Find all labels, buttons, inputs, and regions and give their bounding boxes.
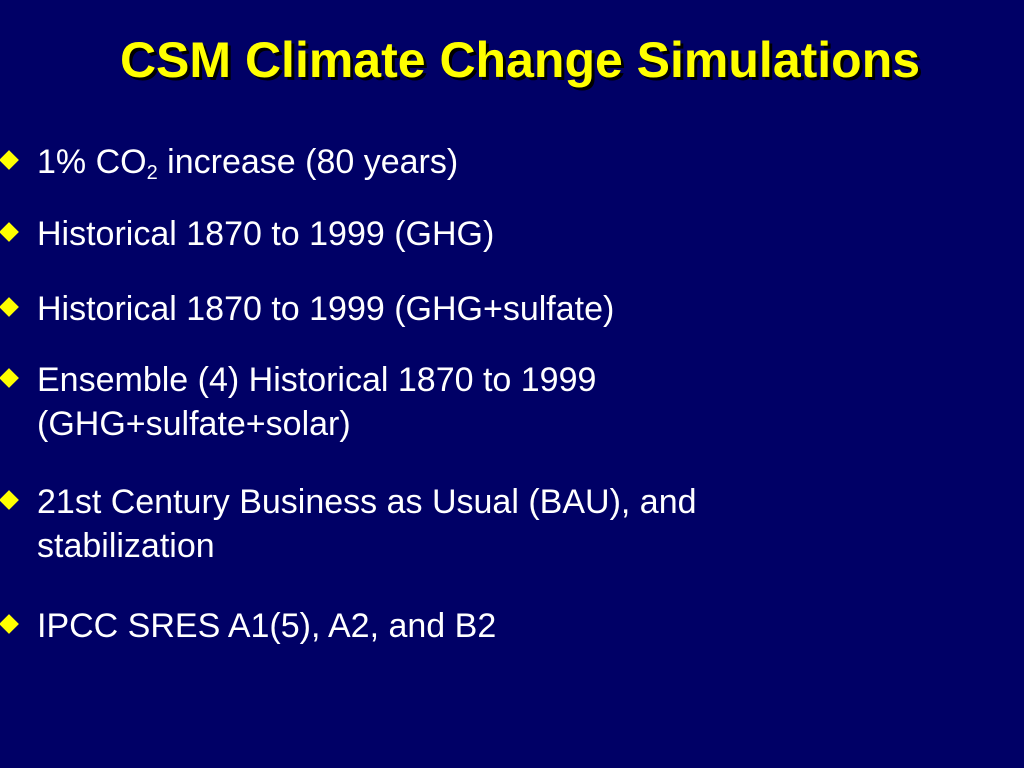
diamond-bullet-icon (0, 222, 19, 242)
diamond-bullet-icon (0, 150, 19, 170)
subscript: 2 (146, 162, 158, 184)
bullet-text-line: stabilization (37, 527, 215, 565)
bullet-text: 1% CO2 increase (80 years) (37, 143, 459, 184)
bullet-text: 21st Century Business as Usual (BAU), an… (37, 480, 857, 568)
slide-title: CSM Climate Change Simulations (119, 32, 921, 88)
diamond-bullet-icon (0, 614, 19, 634)
bullet-text: Historical 1870 to 1999 (GHG) (37, 215, 495, 253)
diamond-bullet-icon (0, 490, 19, 510)
bullet-text-line: (GHG+sulfate+solar) (37, 405, 351, 443)
bullet-text: IPCC SRES A1(5), A2, and B2 (37, 607, 497, 645)
bullet-text: Historical 1870 to 1999 (GHG+sulfate) (37, 290, 615, 328)
bullet-text-line: 21st Century Business as Usual (BAU), an… (37, 483, 697, 521)
diamond-bullet-icon (0, 297, 19, 317)
bullet-text: Ensemble (4) Historical 1870 to 1999 (GH… (37, 358, 857, 446)
bullet-text-line: Ensemble (4) Historical 1870 to 1999 (37, 361, 597, 399)
diamond-bullet-icon (0, 368, 19, 388)
